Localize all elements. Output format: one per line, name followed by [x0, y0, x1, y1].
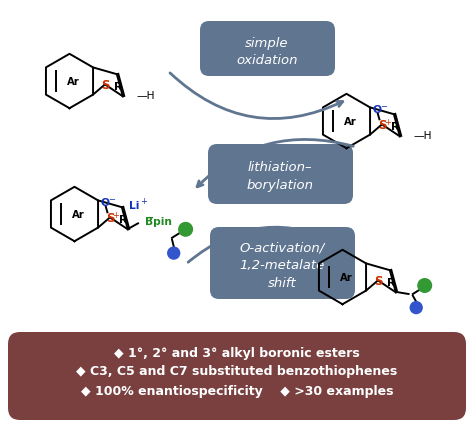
Text: R: R	[392, 122, 400, 132]
Circle shape	[410, 302, 422, 314]
Text: O: O	[100, 198, 109, 207]
Text: simple
oxidation: simple oxidation	[236, 36, 298, 67]
Text: O: O	[373, 105, 382, 115]
Text: —H: —H	[137, 90, 155, 101]
Text: Ar: Ar	[344, 117, 356, 127]
Text: −: −	[380, 102, 387, 111]
FancyBboxPatch shape	[210, 227, 355, 299]
Text: Ar: Ar	[66, 77, 79, 87]
Text: ◆ C3, C5 and C7 substituted benzothiophenes: ◆ C3, C5 and C7 substituted benzothiophe…	[76, 365, 398, 377]
Text: B̅pin: B̅pin	[145, 216, 172, 226]
Text: —H: —H	[413, 130, 432, 140]
Circle shape	[168, 248, 180, 259]
Text: Ar: Ar	[72, 210, 84, 219]
Text: S: S	[106, 211, 114, 225]
Text: +: +	[384, 118, 392, 127]
Text: Ar: Ar	[339, 272, 352, 282]
Text: S: S	[100, 79, 109, 92]
Text: S: S	[378, 118, 386, 132]
Text: ◆ 1°, 2° and 3° alkyl boronic esters: ◆ 1°, 2° and 3° alkyl boronic esters	[114, 347, 360, 360]
FancyBboxPatch shape	[208, 145, 353, 204]
FancyBboxPatch shape	[8, 332, 466, 420]
Circle shape	[179, 223, 192, 236]
FancyBboxPatch shape	[200, 22, 335, 77]
Text: +: +	[112, 211, 119, 220]
Text: −: −	[108, 195, 115, 204]
Text: Li: Li	[128, 201, 139, 211]
Text: R: R	[114, 82, 123, 92]
Circle shape	[418, 279, 431, 293]
Text: +: +	[141, 196, 147, 205]
Text: ◆ 100% enantiospecificity    ◆ >30 examples: ◆ 100% enantiospecificity ◆ >30 examples	[81, 385, 393, 397]
Text: R: R	[119, 215, 128, 225]
Text: O-activation/
1,2-metalate
shift: O-activation/ 1,2-metalate shift	[239, 241, 325, 290]
Text: S: S	[374, 274, 382, 287]
Text: lithiation–
borylation: lithiation– borylation	[246, 161, 313, 192]
Text: R: R	[387, 277, 396, 288]
